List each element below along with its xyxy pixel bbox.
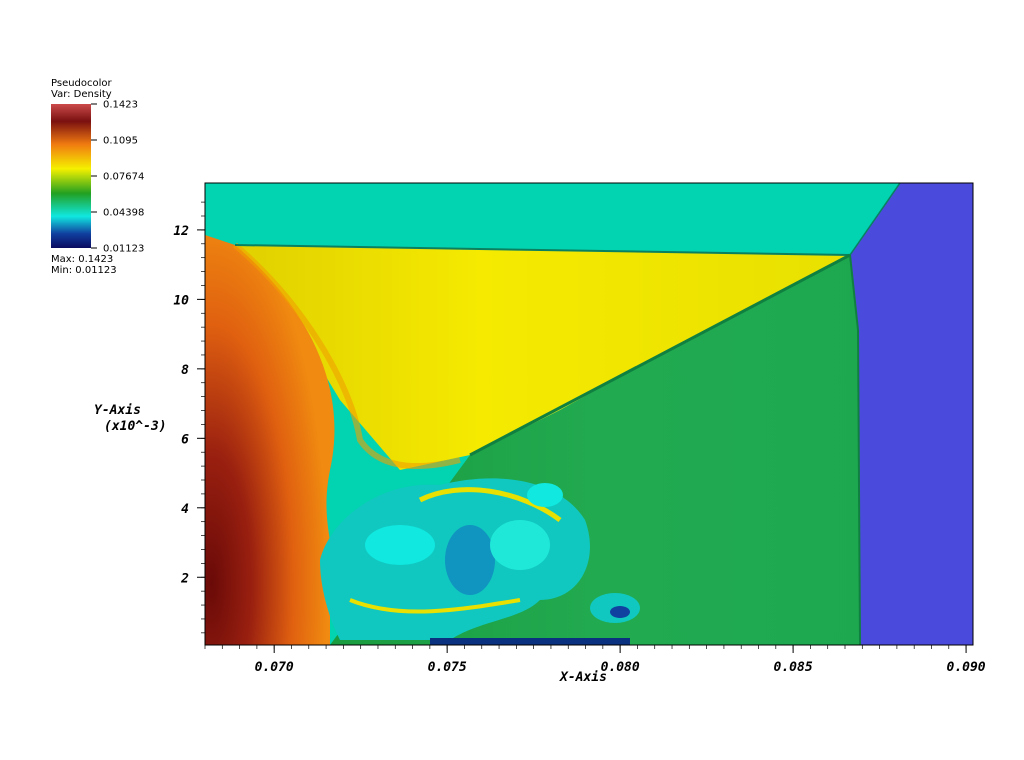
y-tick-label: 8 xyxy=(181,363,189,378)
plot-area xyxy=(205,183,973,645)
color-legend: 0.1423 0.1095 0.07674 0.04398 0.01123 xyxy=(51,100,144,255)
y-tick-label: 2 xyxy=(180,571,189,586)
legend-colorbar xyxy=(51,104,91,248)
legend-tick-label: 0.07674 xyxy=(103,172,144,183)
y-tick-label: 4 xyxy=(181,502,189,517)
legend-tick-label: 0.04398 xyxy=(103,208,144,219)
x-tick-label: 0.075 xyxy=(428,660,467,675)
legend-max: Max: 0.1423 xyxy=(51,254,114,265)
plot-frame xyxy=(204,182,974,646)
legend-variable: Var: Density xyxy=(51,89,112,100)
y-tick-label: 10 xyxy=(173,293,189,308)
density-plot: 0.070 0.075 0.080 0.085 0.090 2 4 6 8 10 12 xyxy=(173,182,986,675)
y-tick-label: 6 xyxy=(181,432,189,447)
y-axis-scale: (x10^-3) xyxy=(104,419,167,434)
legend-tick-label: 0.01123 xyxy=(103,244,144,255)
yellow-region xyxy=(235,245,850,470)
legend-tick-label: 0.1423 xyxy=(103,100,138,111)
ambient-right-region xyxy=(850,183,973,645)
x-tick-label: 0.090 xyxy=(947,660,986,675)
legend-tick-label: 0.1095 xyxy=(103,136,138,147)
legend-plot-type: Pseudocolor xyxy=(51,78,112,89)
x-axis-title: X-Axis xyxy=(560,670,607,685)
x-tick-label: 0.080 xyxy=(601,660,640,675)
x-tick-label: 0.085 xyxy=(774,660,813,675)
y-tick-label: 12 xyxy=(173,224,189,239)
legend-min: Min: 0.01123 xyxy=(51,265,117,276)
x-tick-label: 0.070 xyxy=(255,660,294,675)
y-axis-title: Y-Axis xyxy=(94,403,141,418)
red-region xyxy=(205,235,335,645)
